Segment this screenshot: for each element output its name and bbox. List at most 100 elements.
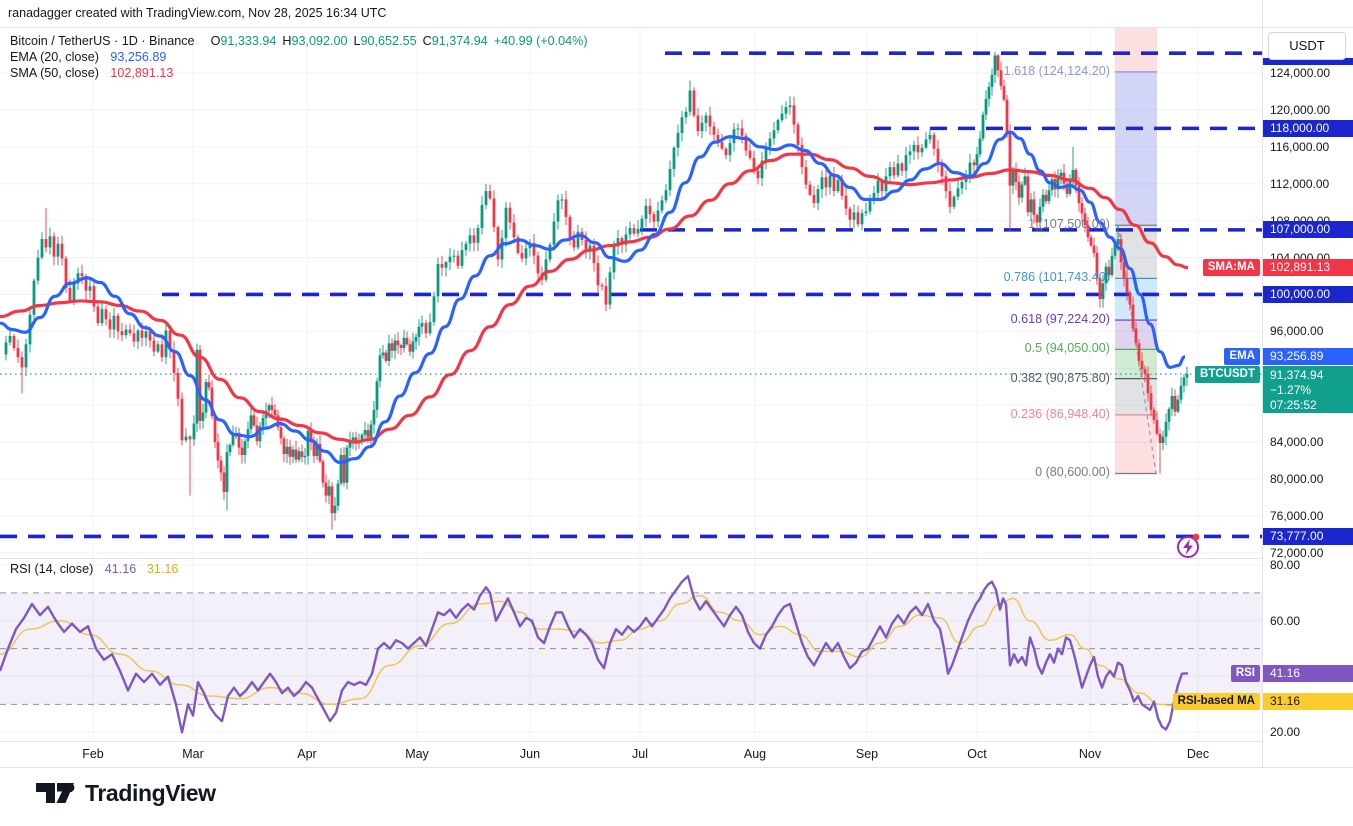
candle-body bbox=[944, 176, 948, 192]
rsi-legend-row[interactable]: RSI (14, close) 41.16 31.16 bbox=[10, 562, 178, 576]
legend-ema-row[interactable]: EMA (20, close) 93,256.89 bbox=[10, 49, 588, 65]
rsi-indicator-label: RSI (14, close) bbox=[10, 562, 94, 576]
candle-body bbox=[318, 443, 322, 462]
candle-body bbox=[36, 257, 40, 281]
candle-body bbox=[405, 337, 409, 345]
candle-body bbox=[688, 90, 692, 112]
candle-body bbox=[824, 177, 828, 188]
candle-body bbox=[636, 228, 640, 234]
candle-body bbox=[504, 207, 508, 239]
candle-body bbox=[496, 227, 500, 260]
candle-body bbox=[261, 418, 265, 427]
candle-body bbox=[342, 455, 346, 483]
candle-body bbox=[330, 486, 334, 514]
candle-body bbox=[892, 167, 896, 176]
candle-body bbox=[776, 120, 780, 131]
candle-body bbox=[516, 237, 520, 253]
candle-body bbox=[668, 168, 672, 191]
candle-body bbox=[676, 132, 680, 148]
candle-body bbox=[956, 188, 960, 197]
sma-indicator-value: 102,891.13 bbox=[110, 66, 174, 80]
price-axis[interactable]: USDT 124,000.00 120,000.00 116,000.00 112,0… bbox=[1262, 0, 1353, 768]
candle-body bbox=[1161, 436, 1165, 444]
candle-body bbox=[4, 342, 8, 355]
rsi-value-label-tag: RSI bbox=[1230, 664, 1260, 682]
candle-body bbox=[156, 344, 160, 352]
candle-body bbox=[836, 180, 840, 192]
candle-body bbox=[1068, 180, 1072, 194]
candle-body bbox=[948, 191, 952, 207]
candle-body bbox=[1080, 203, 1084, 214]
fib-band bbox=[1115, 71, 1157, 226]
rsi-indicator-value: 41.16 bbox=[104, 562, 137, 576]
candle-body bbox=[345, 447, 349, 483]
line-label-100000: 100,000.00 bbox=[1263, 285, 1353, 303]
time-axis[interactable]: Feb Mar Apr May Jun Jul Aug Sep Oct Nov Dec bbox=[0, 741, 1262, 768]
candle-body bbox=[512, 222, 516, 238]
rsi-ma-value-label-tag: RSI-based MA bbox=[1172, 692, 1260, 710]
candle-body bbox=[360, 434, 364, 443]
rsi-line bbox=[0, 574, 1189, 734]
candle-body bbox=[628, 228, 632, 235]
candle-body bbox=[672, 147, 676, 169]
candle-body bbox=[56, 243, 60, 257]
candle-body bbox=[306, 431, 310, 456]
candle-body bbox=[372, 409, 376, 425]
candle-body bbox=[60, 243, 64, 259]
candle-body bbox=[1011, 169, 1015, 186]
legend-sma-row[interactable]: SMA (50, close) 102,891.13 bbox=[10, 65, 588, 81]
candle-body bbox=[12, 335, 16, 348]
candle-body bbox=[1143, 369, 1147, 374]
candle-body bbox=[237, 432, 241, 448]
hidden-line-label bbox=[1263, 58, 1353, 66]
candle-body bbox=[309, 431, 313, 443]
chart-canvas[interactable] bbox=[0, 0, 1353, 768]
candle-body bbox=[856, 212, 860, 225]
candle-body bbox=[390, 343, 394, 351]
candle-body bbox=[981, 114, 985, 139]
candle-body bbox=[321, 461, 325, 483]
legend-symbol-row[interactable]: Bitcoin / TetherUS · 1D · Binance O91,333… bbox=[10, 33, 588, 49]
candle-body bbox=[480, 204, 484, 229]
candle-body bbox=[632, 228, 636, 234]
candle-body bbox=[440, 264, 444, 268]
month-label-may: May bbox=[405, 747, 429, 761]
candle-body bbox=[1005, 99, 1009, 133]
candle-body bbox=[928, 134, 932, 140]
candle-body bbox=[116, 315, 120, 332]
candle-body bbox=[1032, 199, 1036, 216]
candle-body bbox=[192, 423, 196, 440]
fib-label-1: 1 (107,500.00) bbox=[1028, 217, 1110, 232]
candle-body bbox=[180, 398, 184, 441]
currency-toggle-button[interactable]: USDT bbox=[1268, 32, 1346, 60]
price-tick: 120,000.00 bbox=[1270, 102, 1331, 117]
alert-icon[interactable] bbox=[1177, 533, 1200, 558]
candle-body bbox=[222, 472, 226, 492]
candle-body bbox=[792, 105, 796, 125]
header-divider bbox=[0, 27, 1353, 28]
sma-value-label: 102,891.13 bbox=[1263, 259, 1353, 277]
candle-body bbox=[393, 340, 397, 351]
candle-body bbox=[520, 252, 524, 259]
tradingview-logo[interactable]: TradingView bbox=[36, 778, 216, 808]
candle-body bbox=[225, 452, 229, 492]
line-label-107000: 107,000.00 bbox=[1263, 221, 1353, 239]
candle-body bbox=[572, 239, 576, 248]
candle-body bbox=[720, 142, 724, 149]
candle-body bbox=[728, 143, 732, 156]
candle-body bbox=[354, 437, 358, 444]
candle-body bbox=[1104, 266, 1108, 284]
candle-body bbox=[564, 199, 568, 217]
candle-body bbox=[408, 344, 412, 352]
candle-body bbox=[363, 430, 367, 435]
candle-body bbox=[399, 345, 403, 348]
low-value: 90,652.55 bbox=[360, 34, 417, 48]
price-tick: 112,000.00 bbox=[1270, 176, 1330, 191]
candle-body bbox=[940, 164, 944, 177]
candle-body bbox=[204, 382, 208, 413]
candle-body bbox=[584, 240, 588, 252]
candle-body bbox=[252, 415, 256, 426]
candle-body bbox=[972, 162, 976, 166]
candle-body bbox=[348, 440, 352, 448]
candle-body bbox=[552, 221, 556, 245]
